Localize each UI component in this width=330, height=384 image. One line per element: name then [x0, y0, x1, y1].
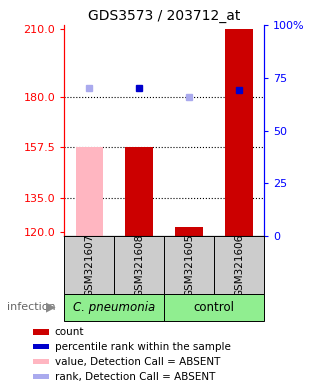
Bar: [125, 147, 153, 236]
Bar: [33, 374, 49, 379]
Title: GDS3573 / 203712_at: GDS3573 / 203712_at: [88, 8, 240, 23]
Text: control: control: [194, 301, 235, 314]
Bar: [164, 236, 214, 294]
Bar: [164, 294, 264, 321]
Text: percentile rank within the sample: percentile rank within the sample: [55, 342, 231, 352]
Text: GSM321607: GSM321607: [84, 233, 94, 296]
Text: GSM321608: GSM321608: [134, 233, 144, 296]
Bar: [33, 329, 49, 334]
Bar: [33, 344, 49, 349]
Text: GSM321605: GSM321605: [184, 233, 194, 296]
Text: GSM321606: GSM321606: [234, 233, 244, 296]
Bar: [64, 294, 164, 321]
Bar: [33, 359, 49, 364]
Text: infection: infection: [7, 302, 55, 312]
Bar: [64, 236, 114, 294]
Text: C. pneumonia: C. pneumonia: [73, 301, 155, 314]
Text: rank, Detection Call = ABSENT: rank, Detection Call = ABSENT: [55, 372, 215, 382]
Bar: [76, 147, 103, 236]
Text: ▶: ▶: [46, 301, 56, 314]
Bar: [176, 227, 203, 236]
Text: count: count: [55, 327, 84, 337]
Bar: [225, 30, 253, 236]
Bar: [114, 236, 164, 294]
Bar: [214, 236, 264, 294]
Text: value, Detection Call = ABSENT: value, Detection Call = ABSENT: [55, 357, 220, 367]
